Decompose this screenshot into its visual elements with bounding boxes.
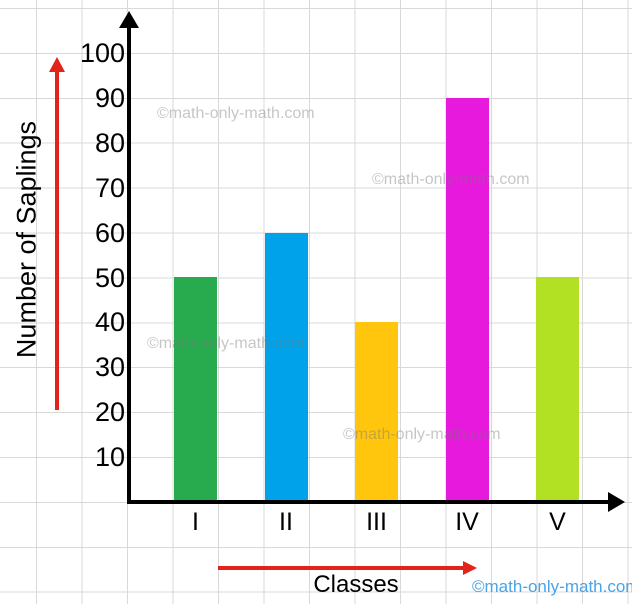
y-tick-label-40: 40 [94,307,125,337]
y-tick-label-30: 30 [94,352,125,382]
y-axis-arrowhead-icon [119,11,139,28]
y-tick-label-100: 100 [79,38,125,68]
y-axis-title: Number of Saplings [11,120,42,359]
x-tick-label-IV: IV [455,508,479,536]
x-axis-title: Classes [313,571,399,598]
x-axis-line [127,500,610,504]
x-tick-label-I: I [192,508,199,536]
bar-III [355,322,398,502]
watermark-text: ©math-only-math.com [157,105,315,122]
y-tick-label-20: 20 [94,397,125,427]
y-tick-label-50: 50 [94,263,125,293]
y-axis-line [127,26,131,504]
bar-V [536,277,579,502]
watermark-text: ©math-only-math.com [372,171,530,188]
red-right-arrow-head-icon [463,561,477,575]
bar-II [264,233,308,502]
watermark-text: ©math-only-math.com [147,335,305,352]
y-tick-label-80: 80 [94,128,125,158]
bar-I [174,277,217,502]
red-right-arrow-line [218,566,464,570]
red-up-arrow-head-icon [49,57,65,72]
brand-watermark: ©math-only-math.com [472,577,632,596]
y-tick-label-70: 70 [94,173,125,203]
x-tick-label-III: III [366,508,387,536]
red-up-arrow-line [55,70,59,410]
y-tick-label-10: 10 [94,442,125,472]
x-tick-label-II: II [279,508,293,536]
y-tick-label-90: 90 [94,83,125,113]
watermark-text: ©math-only-math.com [343,426,501,443]
x-axis-arrowhead-icon [608,492,625,512]
bar-IV [445,98,489,502]
y-tick-label-60: 60 [94,218,125,248]
x-tick-label-V: V [549,508,566,536]
